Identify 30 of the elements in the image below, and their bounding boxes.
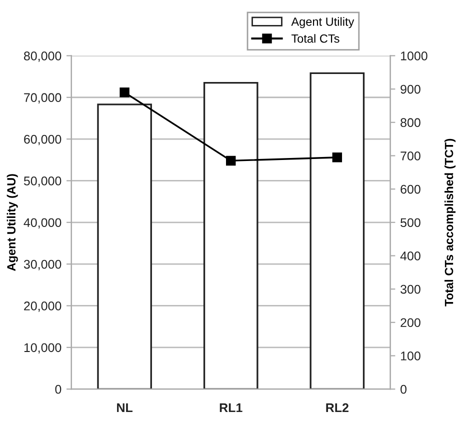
y-tick-label: 50,000 (24, 176, 62, 187)
y2-tick-label: 200 (400, 318, 420, 328)
y-tick-label: 40,000 (24, 218, 62, 229)
y2-tick-label: 500 (400, 218, 420, 228)
y2-tick-label: 1000 (400, 52, 428, 60)
legend-label: Agent Utility (291, 17, 354, 28)
legend-label: Total CTs (291, 34, 340, 43)
y2-tick-label: 700 (400, 152, 420, 160)
y-tick-label: 30,000 (24, 260, 62, 270)
y-tick-label: 80,000 (24, 52, 62, 62)
y2-tick-label: 300 (400, 284, 420, 294)
point (120, 88, 130, 98)
y2-tick-label: 900 (400, 84, 420, 94)
y2-tick-label: 400 (400, 252, 420, 260)
y-tick-label: 0 (55, 384, 62, 394)
x-tick-label: NL (117, 403, 132, 412)
point (226, 156, 236, 166)
y2-tick-label: 0 (400, 384, 407, 394)
y2-tick-label: 800 (400, 118, 420, 128)
y-axis-title: Agent Utility (AU) (6, 174, 18, 271)
x-tick-label: RL1 (220, 403, 242, 412)
point (332, 152, 342, 162)
y-tick-label: 60,000 (24, 134, 62, 146)
y2-tick-label: 600 (400, 184, 420, 194)
y2-tick-label: 100 (400, 352, 420, 360)
y-tick-label: 20,000 (24, 302, 62, 312)
y-tick-label: 10,000 (24, 343, 62, 354)
y2-axis-title: Total CTs accomplished (TCT) (444, 138, 456, 306)
y-tick-label: 70,000 (24, 93, 62, 104)
x-tick-label: RL2 (326, 403, 348, 412)
